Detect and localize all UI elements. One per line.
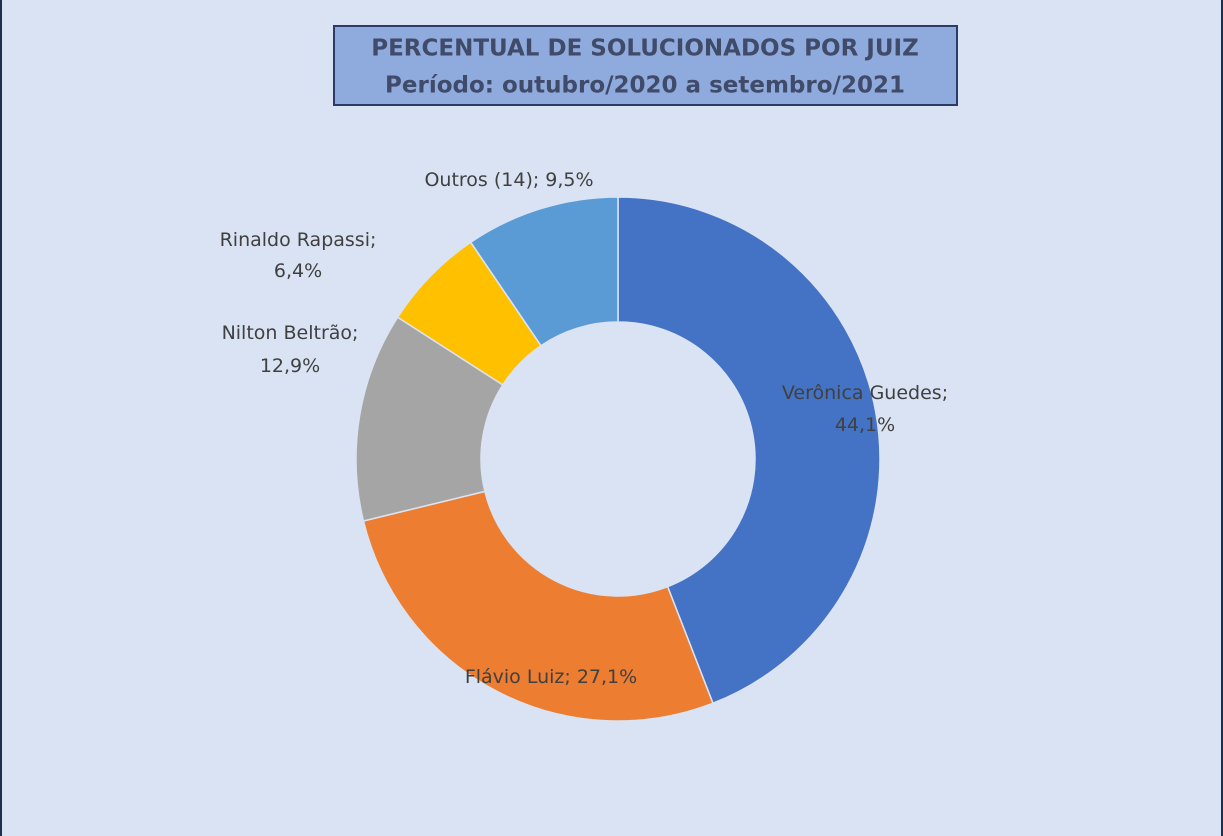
label-separator: ; (533, 169, 539, 191)
donut-slice (362, 490, 714, 722)
value-label: 44,1% (835, 414, 895, 436)
value-label: 9,5% (545, 169, 593, 191)
data-label: Outros (14); 9,5% (424, 169, 593, 191)
label-separator: ; (564, 666, 570, 688)
chart-subtitle: Período: outubro/2020 a setembro/2021 (385, 73, 905, 99)
category-name: Nilton Beltrão (222, 322, 352, 344)
category-name: Outros (14) (424, 169, 532, 191)
label-separator: ; (352, 322, 358, 344)
value-label: 12,9% (260, 355, 320, 377)
category-name: Rinaldo Rapassi (220, 229, 370, 251)
category-name: Verônica Guedes (782, 382, 942, 404)
data-label: Nilton Beltrão; 12,9% (222, 322, 359, 377)
donut-slice (617, 196, 881, 705)
data-label: Verônica Guedes; 44,1% (782, 382, 948, 436)
label-separator: ; (370, 229, 376, 251)
data-label: Flávio Luiz; 27,1% (465, 666, 637, 688)
title-box (333, 25, 958, 106)
data-label: Rinaldo Rapassi; 6,4% (220, 229, 377, 282)
label-separator: ; (942, 382, 948, 404)
chart-title: PERCENTUAL DE SOLUCIONADOS POR JUIZ (371, 36, 919, 62)
value-label: 27,1% (577, 666, 637, 688)
value-label: 6,4% (274, 260, 322, 282)
category-name: Flávio Luiz (465, 666, 565, 688)
donut-slice (469, 196, 619, 347)
